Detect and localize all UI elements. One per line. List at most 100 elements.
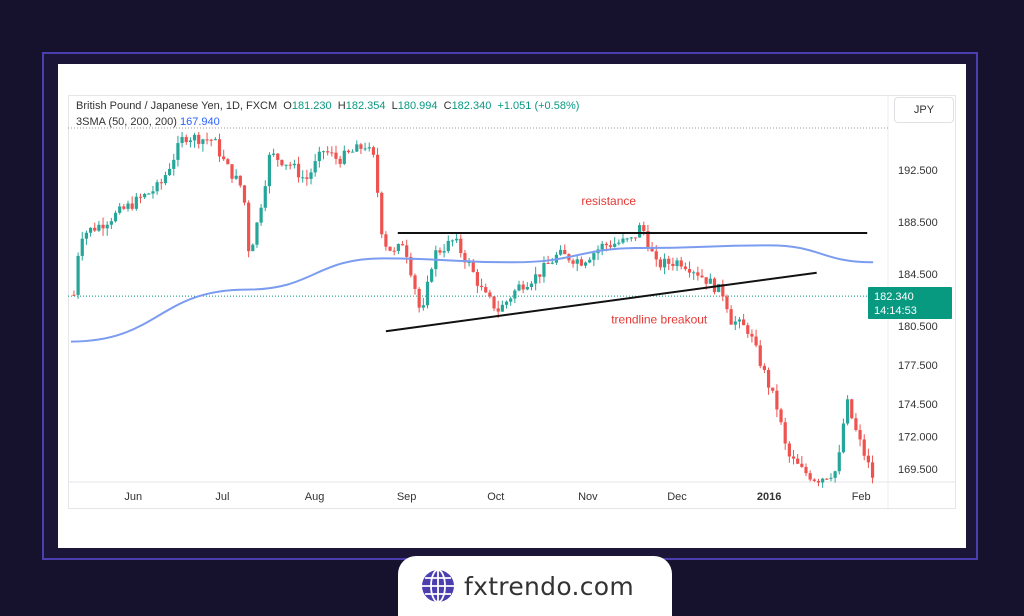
candle-body (471, 262, 475, 272)
candle-body (654, 251, 658, 260)
candle-body (671, 263, 675, 267)
candle-body (841, 423, 846, 453)
candle-body (234, 175, 238, 179)
candle-body (138, 196, 143, 198)
candle-body (708, 278, 712, 284)
candle-body (725, 296, 729, 310)
candle-body (796, 458, 800, 464)
candle-body (558, 249, 563, 255)
candle-body (263, 186, 267, 208)
candle-body (80, 238, 84, 256)
candle-body (721, 284, 725, 297)
y-tick-label: 188.500 (898, 217, 938, 229)
candle-body (467, 262, 471, 264)
candle-body (122, 206, 126, 209)
chart-area[interactable] (68, 95, 956, 509)
low-label: L (391, 100, 398, 112)
candle-body (405, 245, 409, 257)
candle-body (168, 168, 172, 176)
candle-body (712, 278, 717, 293)
candle-body (446, 240, 450, 252)
candle-body (176, 143, 180, 160)
candle-body (679, 260, 683, 267)
candle-body (450, 240, 455, 242)
candle-body (222, 156, 226, 160)
candle-body (870, 462, 875, 478)
candle-body (409, 256, 413, 276)
candle-body (833, 471, 837, 478)
candle-body (305, 177, 309, 179)
candle-body (534, 274, 538, 284)
candle-body (600, 243, 604, 250)
candle-body (509, 298, 513, 302)
candle-body (205, 139, 209, 141)
candle-body (380, 192, 384, 235)
candle-body (825, 478, 829, 480)
candle-body (184, 137, 188, 143)
close-value: 182.340 (451, 100, 492, 112)
candle-body (791, 456, 796, 459)
candle-body (396, 244, 400, 251)
annotation-label: trendline breakout (611, 312, 708, 326)
candle-body (696, 272, 700, 276)
candle-body (475, 271, 480, 286)
currency-button[interactable]: JPY (894, 97, 954, 123)
x-tick-label: Jun (124, 491, 142, 503)
candle-body (575, 259, 579, 264)
candle-body (517, 284, 521, 291)
candle-body (280, 159, 284, 166)
x-tick-label: 2016 (757, 491, 781, 503)
x-tick-label: Jul (215, 491, 229, 503)
candle-body (746, 325, 750, 334)
candle-body (292, 163, 296, 166)
candle-body (267, 154, 272, 187)
candle-body (442, 251, 446, 253)
candle-body (638, 225, 642, 238)
candle-body (866, 455, 870, 463)
open-label: O (283, 100, 292, 112)
indicator-name[interactable]: 3SMA (50, 200, 200) (76, 116, 177, 128)
candle-body (201, 139, 205, 144)
high-label: H (337, 100, 346, 112)
candle-body (779, 409, 783, 423)
candle-body (255, 222, 259, 245)
candle-body (172, 159, 176, 169)
candle-body (717, 284, 721, 293)
candle-body (571, 260, 575, 264)
change-value: +1.051 (+0.58%) (497, 100, 580, 112)
candle-body (592, 253, 596, 260)
y-tick-label: 174.500 (898, 399, 938, 411)
close-label: C (443, 100, 452, 112)
candle-body (821, 478, 825, 483)
candle-body (288, 164, 292, 166)
candle-body (538, 274, 542, 277)
candle-body (579, 259, 583, 266)
candle-body (134, 196, 138, 209)
candle-body (97, 224, 101, 231)
candle-body (455, 238, 459, 241)
candle-body (251, 244, 255, 252)
y-tick-label: 172.000 (898, 432, 938, 444)
candle-body (371, 147, 376, 155)
candle-body (155, 182, 159, 192)
candle-body (330, 152, 334, 154)
candle-body (459, 238, 463, 253)
candle-body (687, 269, 692, 273)
candle-body (355, 144, 359, 152)
candle-body (334, 152, 338, 159)
candle-body (351, 151, 355, 153)
candle-body (163, 175, 168, 184)
candle-body (642, 225, 646, 232)
candle-body (529, 283, 534, 288)
candle-body (463, 252, 467, 263)
candle-body (93, 227, 97, 231)
candle-body (758, 345, 762, 366)
candle-body (105, 224, 109, 229)
candle-body (113, 212, 118, 222)
symbol-title: British Pound / Japanese Yen, 1D, FXCM (76, 100, 278, 112)
bar-countdown: 14:14:53 (874, 305, 917, 317)
candle-body (488, 292, 492, 297)
candle-body (247, 202, 251, 252)
y-tick-label: 180.500 (898, 321, 938, 333)
